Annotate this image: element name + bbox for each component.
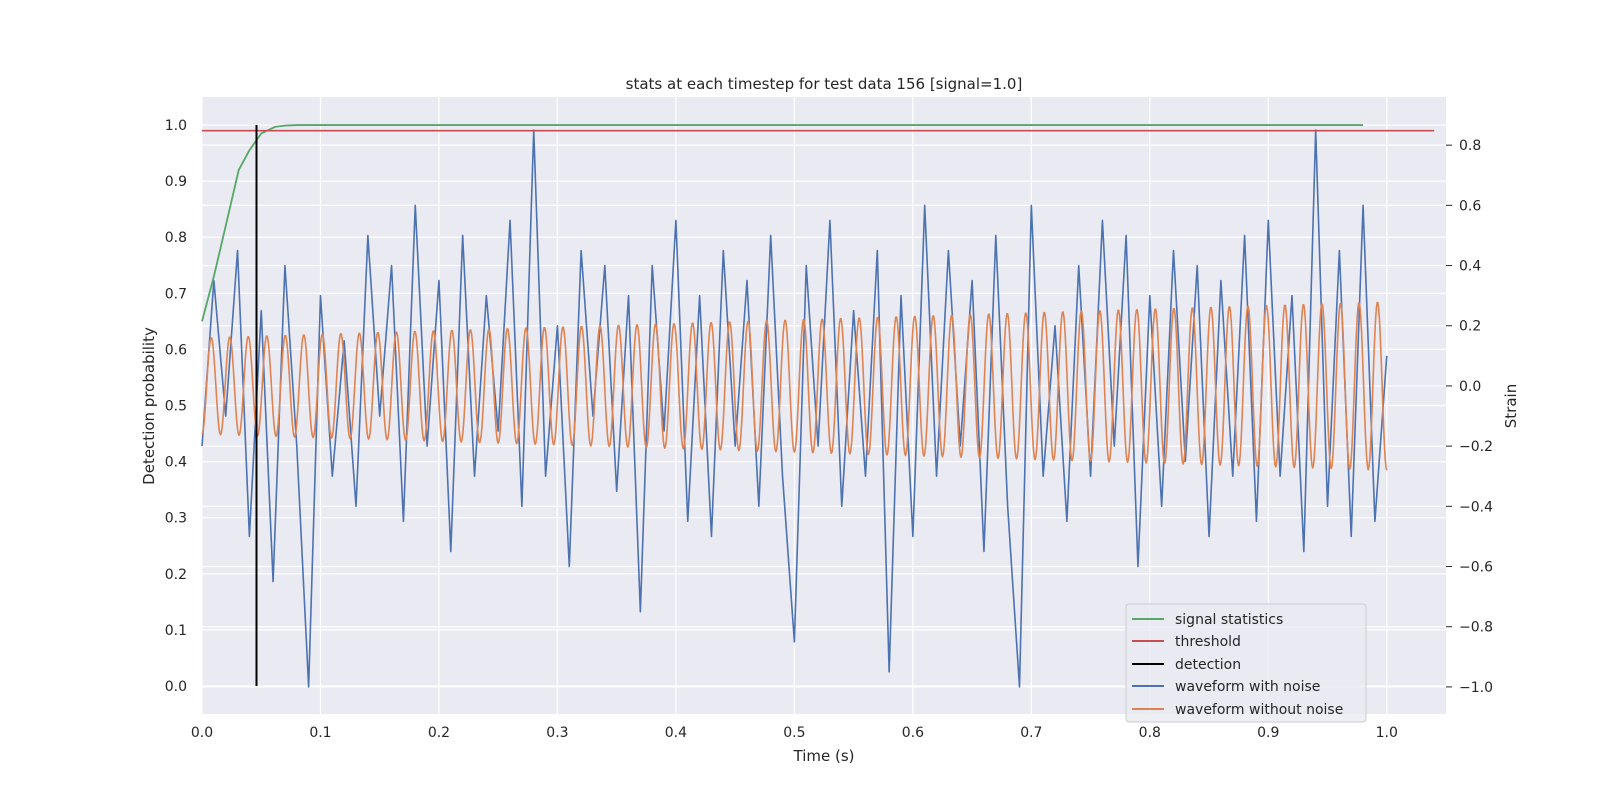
y-tick-label: 0.5 bbox=[165, 399, 187, 415]
y2-tick-label: −0.4 bbox=[1459, 499, 1493, 515]
x-tick-label: 0.7 bbox=[1020, 725, 1042, 741]
y-tick-label: 0.3 bbox=[165, 511, 187, 527]
y2-tick-label: −0.8 bbox=[1459, 620, 1493, 636]
y-axis-title: Detection probability bbox=[140, 327, 158, 485]
series-line-waveform-without-noise bbox=[201, 301, 1388, 471]
x-tick-label: 0.4 bbox=[665, 725, 687, 741]
x-tick-label: 0.6 bbox=[902, 725, 924, 741]
series-line-signal-statistics bbox=[201, 124, 1364, 322]
y-tick-label: 0.1 bbox=[165, 623, 187, 639]
y-tick-label: 0.7 bbox=[165, 286, 187, 302]
y-tick-label: 0.2 bbox=[165, 567, 187, 583]
y-tick-label: 0.8 bbox=[165, 230, 187, 246]
y-tick-label: 1.0 bbox=[165, 118, 187, 134]
y2-tick-label: 0.2 bbox=[1459, 319, 1481, 335]
y2-tick-label: 0.4 bbox=[1459, 259, 1481, 275]
y-tick-label: 0.0 bbox=[165, 679, 187, 695]
legend-label-signal-statistics: signal statistics bbox=[1175, 612, 1283, 628]
x-tick-label: 1.0 bbox=[1376, 725, 1398, 741]
y2-tick-label: 0.0 bbox=[1459, 379, 1481, 395]
series-layer bbox=[201, 124, 1435, 688]
x-tick-label: 0.0 bbox=[191, 725, 213, 741]
legend-box bbox=[1125, 603, 1367, 723]
x-tick-label: 0.8 bbox=[1139, 725, 1161, 741]
legend: signal statistics threshold detection wa… bbox=[1125, 603, 1367, 723]
x-tick-label: 0.1 bbox=[309, 725, 331, 741]
y2-axis-title: Strain bbox=[1502, 384, 1520, 428]
y-tick-label: 0.6 bbox=[165, 342, 187, 358]
y2-tick-label: −1.0 bbox=[1459, 680, 1493, 696]
y2-tick-label: −0.6 bbox=[1459, 560, 1493, 576]
chart-title: stats at each timestep for test data 156… bbox=[626, 75, 1023, 93]
y2-tick-label: 0.6 bbox=[1459, 198, 1481, 214]
y-tick-label: 0.9 bbox=[165, 174, 187, 190]
ticks: 0.0 0.1 0.2 0.3 0.4 0.5 0.6 0.7 0.8 0.9 1.0 0.0 0.1 0… bbox=[165, 118, 1493, 741]
x-tick-label: 0.5 bbox=[783, 725, 805, 741]
legend-label-threshold: threshold bbox=[1175, 634, 1241, 650]
y-tick-label: 0.4 bbox=[165, 455, 187, 471]
legend-label-detection: detection bbox=[1175, 657, 1241, 673]
x-tick-label: 0.2 bbox=[428, 725, 450, 741]
y2-tick-label: 0.8 bbox=[1459, 138, 1481, 154]
legend-label-waveform-without-noise: waveform without noise bbox=[1175, 702, 1343, 718]
series-line-waveform-with-noise bbox=[201, 129, 1388, 688]
x-axis-title: Time (s) bbox=[793, 747, 855, 765]
legend-label-waveform-with-noise: waveform with noise bbox=[1175, 679, 1320, 695]
x-tick-label: 0.3 bbox=[546, 725, 568, 741]
x-tick-label: 0.9 bbox=[1257, 725, 1279, 741]
y2-tick-label: −0.2 bbox=[1459, 439, 1493, 455]
